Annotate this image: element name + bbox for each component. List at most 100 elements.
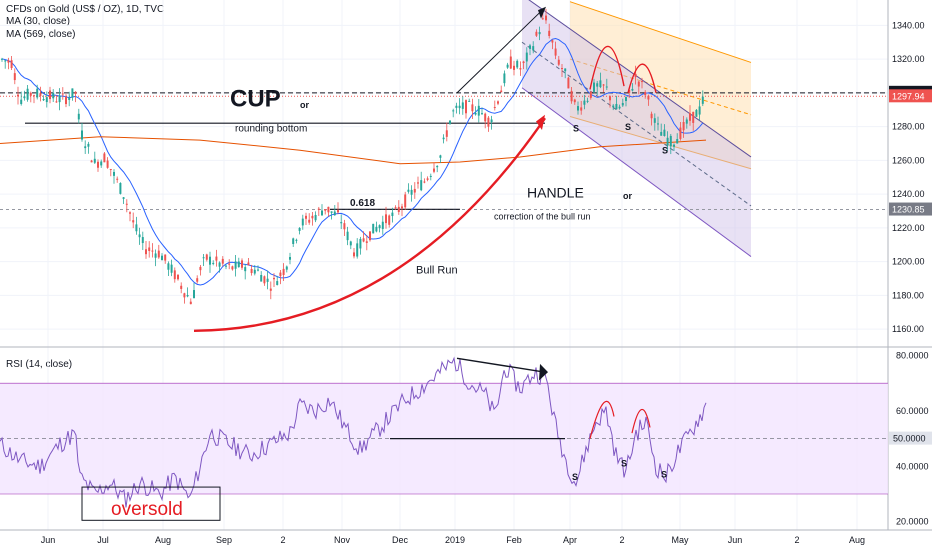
candle-body bbox=[52, 92, 55, 99]
candle-body bbox=[397, 206, 400, 212]
candle-body bbox=[439, 155, 442, 158]
candle-body bbox=[20, 99, 23, 105]
candle-body bbox=[241, 260, 243, 268]
candlestick-layer bbox=[1, 8, 704, 305]
candle-body bbox=[570, 90, 573, 102]
candle-body bbox=[615, 103, 618, 110]
arc-1 bbox=[589, 45, 625, 90]
price-badge: 1230.85 bbox=[889, 202, 932, 216]
candle-body bbox=[529, 45, 531, 49]
candle-body bbox=[177, 274, 179, 280]
rsi-tick-label: 20.0000 bbox=[896, 517, 929, 527]
candle-body bbox=[685, 119, 688, 124]
candle-body bbox=[644, 92, 647, 96]
candle-body bbox=[90, 160, 93, 163]
candle-body bbox=[327, 206, 330, 213]
arc-2 bbox=[627, 63, 657, 94]
handle-label: HANDLE bbox=[527, 184, 584, 200]
candle-body bbox=[413, 188, 416, 193]
candle-body bbox=[199, 266, 202, 271]
candle-body bbox=[660, 131, 663, 136]
rsi-legend: RSI (14, close) bbox=[6, 359, 73, 370]
candle-body bbox=[161, 255, 163, 261]
candle-body bbox=[538, 32, 541, 35]
candle-body bbox=[557, 59, 560, 65]
candle-body bbox=[497, 101, 499, 104]
candle-body bbox=[599, 80, 602, 88]
candle-body bbox=[513, 65, 515, 70]
candle-body bbox=[250, 268, 253, 274]
s-label-rsi: S bbox=[621, 458, 627, 468]
candle-body bbox=[74, 91, 77, 94]
candle-body bbox=[561, 68, 563, 70]
candle-body bbox=[628, 89, 631, 93]
candle-body bbox=[135, 224, 138, 232]
candle-body bbox=[186, 295, 189, 297]
candle-body bbox=[356, 243, 359, 257]
candle-body bbox=[340, 222, 343, 224]
candle-body bbox=[673, 144, 675, 147]
candle-body bbox=[385, 214, 387, 224]
candle-body bbox=[193, 290, 195, 299]
candle-body bbox=[461, 102, 464, 109]
candle-body bbox=[429, 175, 432, 177]
candle-body bbox=[266, 278, 269, 282]
time-tick-label: Nov bbox=[334, 535, 351, 545]
candle-body bbox=[426, 178, 429, 180]
bull-run-arrowhead bbox=[536, 114, 545, 130]
candle-body bbox=[308, 219, 311, 223]
candle-body bbox=[407, 189, 410, 192]
candle-body bbox=[346, 231, 349, 241]
candle-body bbox=[541, 18, 544, 20]
candle-body bbox=[653, 118, 656, 123]
candle-body bbox=[183, 293, 186, 298]
candle-body bbox=[218, 262, 221, 267]
candle-body bbox=[42, 99, 45, 101]
candle-body bbox=[433, 168, 435, 172]
candle-body bbox=[372, 223, 375, 234]
candle-body bbox=[567, 77, 570, 89]
candle-body bbox=[151, 250, 154, 252]
candle-body bbox=[145, 249, 147, 255]
orange-channel-top bbox=[569, 1, 752, 63]
bull-run-curve bbox=[193, 117, 546, 333]
rsi-divergence-head bbox=[539, 363, 548, 381]
candle-body bbox=[564, 68, 567, 72]
candle-body bbox=[449, 120, 451, 124]
candle-body bbox=[221, 258, 224, 264]
candle-body bbox=[583, 100, 586, 105]
candle-body bbox=[401, 206, 403, 209]
price-tick-label: 1280.00 bbox=[892, 122, 925, 132]
time-tick-label: 2 bbox=[794, 535, 799, 545]
candle-body bbox=[641, 81, 643, 83]
candle-body bbox=[481, 113, 483, 115]
candle-body bbox=[442, 137, 445, 140]
candle-body bbox=[477, 105, 480, 116]
ma569-line bbox=[0, 136, 707, 165]
candle-body bbox=[260, 274, 263, 282]
candle-body bbox=[285, 266, 288, 270]
time-tick-label: Aug bbox=[849, 535, 865, 545]
candle-body bbox=[474, 112, 477, 115]
candle-body bbox=[621, 103, 624, 106]
candle-body bbox=[695, 109, 698, 117]
candle-body bbox=[77, 113, 80, 120]
candle-body bbox=[490, 119, 493, 123]
candle-body bbox=[17, 94, 19, 97]
candle-body bbox=[93, 158, 96, 163]
or-label-2: or bbox=[623, 191, 632, 201]
candle-body bbox=[343, 223, 346, 230]
candle-body bbox=[631, 88, 634, 91]
candle-body bbox=[237, 261, 240, 268]
candle-body bbox=[317, 208, 320, 210]
candle-body bbox=[445, 130, 448, 137]
time-tick-label: 2 bbox=[280, 535, 285, 545]
candle-body bbox=[311, 215, 314, 219]
rsi-badge: 50.0000 bbox=[889, 431, 932, 445]
s-label-price: S bbox=[573, 124, 579, 134]
price-tick-label: 1320.00 bbox=[892, 54, 925, 64]
candle-body bbox=[650, 113, 653, 119]
candle-body bbox=[423, 181, 426, 183]
candle-body bbox=[663, 129, 666, 136]
